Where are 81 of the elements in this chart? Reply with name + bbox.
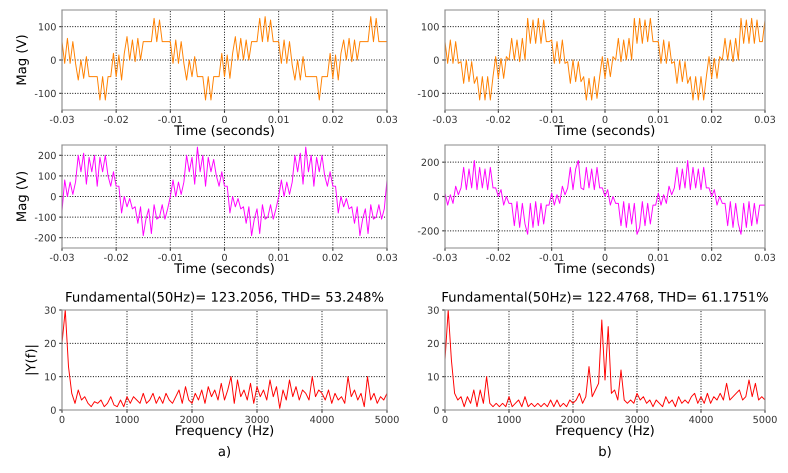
x-axis-title: Time (seconds)	[554, 262, 654, 275]
x-tick-label: 3000	[245, 416, 269, 424]
x-tick-label: -0.01	[540, 254, 564, 262]
y-tick-label: -100	[34, 214, 56, 221]
x-tick-label: 0	[60, 416, 64, 424]
x-tick-label: 0.03	[754, 254, 776, 262]
y-axis-title: Mag (V)	[16, 35, 29, 84]
line-series	[445, 160, 765, 235]
x-tick-label: 0	[602, 254, 608, 262]
y-tick-label: 30	[428, 306, 439, 314]
y-tick-label: 0	[434, 406, 439, 414]
x-tick-label: 2000	[180, 416, 204, 424]
y-tick-label: 100	[38, 172, 56, 180]
x-tick-label: 3000	[625, 416, 649, 424]
x-tick-label: 0.01	[648, 254, 668, 262]
y-tick-label: 200	[38, 152, 56, 160]
x-tick-label: -0.02	[486, 254, 510, 262]
chart-title: Fundamental(50Hz)= 122.4768, THD= 61.1751%	[442, 292, 768, 304]
line-series	[62, 310, 387, 409]
x-tick-label: -0.01	[158, 254, 182, 262]
x-axis-title: Time (seconds)	[554, 124, 654, 137]
x-tick-label: 5000	[753, 416, 777, 424]
y-tick-label: 20	[44, 340, 56, 348]
x-tick-label: -0.01	[540, 116, 564, 124]
x-tick-label: 4000	[689, 416, 713, 424]
x-tick-label: -0.02	[486, 116, 510, 124]
y-tick-label: -100	[34, 90, 56, 98]
y-tick-label: 10	[428, 373, 439, 380]
y-tick-label: 0	[434, 192, 439, 200]
x-tick-label: -0.02	[104, 254, 128, 262]
x-tick-label: 0	[602, 116, 608, 124]
y-tick-label: 30	[44, 306, 56, 314]
y-tick-label: 0	[434, 56, 439, 64]
x-tick-label: 4000	[310, 416, 334, 424]
x-tick-label: -0.03	[432, 116, 457, 124]
x-tick-label: -0.03	[432, 254, 457, 262]
x-axis-title: Time (seconds)	[174, 262, 274, 275]
y-axis-title: Mag (V)	[16, 172, 29, 221]
x-tick-label: 0	[442, 416, 448, 424]
x-tick-label: 0	[222, 116, 227, 124]
line-series	[62, 16, 387, 100]
x-tick-label: 0.02	[701, 116, 722, 124]
y-tick-label: 0	[50, 192, 56, 200]
x-tick-label: -0.02	[104, 116, 128, 124]
x-tick-label: 2000	[561, 416, 585, 424]
x-axis-title: Frequency (Hz)	[176, 424, 274, 438]
x-axis-title: Frequency (Hz)	[556, 424, 654, 438]
x-tick-label: -0.03	[50, 254, 74, 262]
x-tick-label: 0.01	[648, 116, 668, 124]
x-tick-label: -0.01	[158, 116, 182, 124]
y-tick-label: 0	[50, 56, 56, 64]
x-tick-label: 0.02	[322, 254, 343, 262]
line-series	[445, 18, 765, 100]
y-tick-label: 0	[50, 406, 56, 414]
y-axis-title: |Y(f)|	[25, 346, 39, 374]
x-tick-label: 1000	[116, 416, 139, 424]
x-tick-label: 0.03	[376, 254, 398, 262]
x-tick-label: 5000	[375, 416, 399, 424]
text: b)	[599, 446, 611, 458]
y-tick-label: 100	[38, 23, 56, 30]
y-tick-label: 100	[422, 23, 439, 30]
x-tick-label: 0.01	[268, 116, 289, 124]
y-tick-label: -100	[418, 90, 439, 98]
x-tick-label: 0	[222, 254, 227, 262]
x-axis-title: Time (seconds)	[174, 124, 274, 137]
x-tick-label: 0.02	[701, 254, 722, 262]
y-tick-label: -200	[34, 234, 56, 242]
x-tick-label: 1000	[498, 416, 521, 424]
x-tick-label: 0.02	[322, 116, 343, 124]
y-tick-label: 200	[422, 158, 439, 166]
y-tick-label: -200	[418, 227, 439, 235]
line-series	[62, 146, 387, 236]
y-tick-label: 20	[428, 340, 439, 348]
chart-title: Fundamental(50Hz)= 123.2056, THD= 53.248%	[66, 292, 384, 304]
line-series	[445, 310, 765, 408]
x-tick-label: 0.01	[268, 254, 289, 262]
y-tick-label: 10	[45, 373, 56, 380]
x-tick-label: 0.03	[754, 116, 776, 124]
text: a)	[218, 446, 230, 458]
x-tick-label: -0.03	[50, 116, 74, 124]
x-tick-label: 0.03	[376, 116, 398, 124]
